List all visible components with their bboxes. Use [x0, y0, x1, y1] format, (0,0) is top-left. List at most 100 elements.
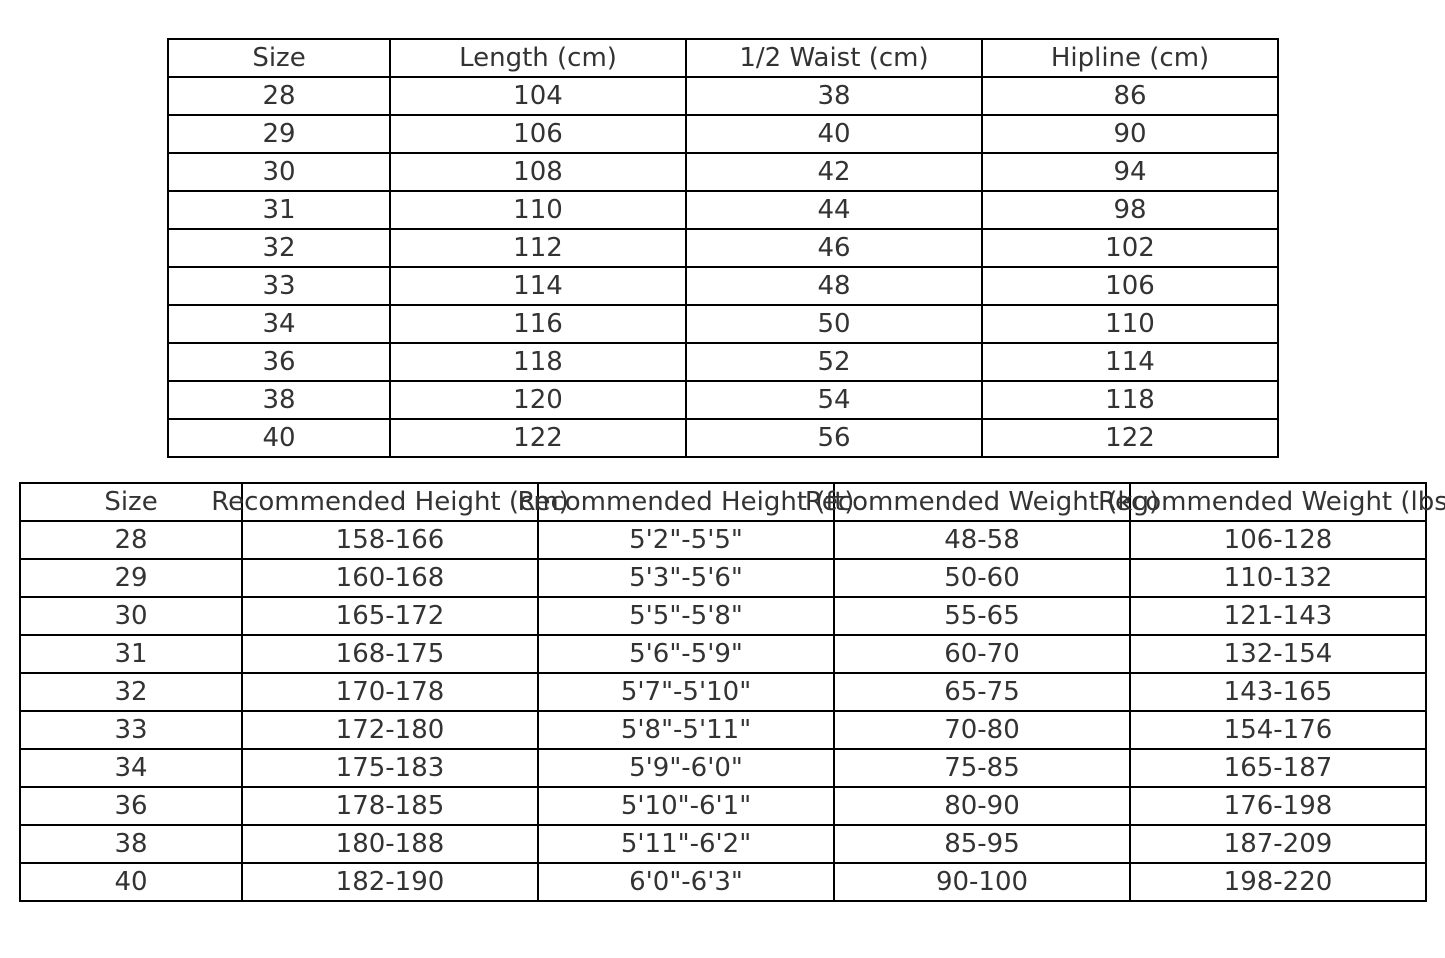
table-cell: 120	[389, 380, 687, 420]
table-cell: 114	[981, 342, 1279, 382]
table-cell: 28	[167, 76, 391, 116]
table-cell: 34	[19, 748, 243, 788]
table-row: 34 175-183 5'9"-6'0" 75-85 165-187	[19, 748, 1427, 788]
table-cell: 122	[981, 418, 1279, 458]
table-cell: 154-176	[1129, 710, 1427, 750]
table-row: 31 168-175 5'6"-5'9" 60-70 132-154	[19, 634, 1427, 674]
table-cell: 108	[389, 152, 687, 192]
table-cell: 5'8"-5'11"	[537, 710, 835, 750]
table-cell: 121-143	[1129, 596, 1427, 636]
table-cell: 31	[19, 634, 243, 674]
table-cell: 168-175	[241, 634, 539, 674]
table-cell: 48	[685, 266, 983, 306]
table-row: 33 172-180 5'8"-5'11" 70-80 154-176	[19, 710, 1427, 750]
table-cell: 48-58	[833, 520, 1131, 560]
table-cell: 38	[685, 76, 983, 116]
table-cell: 29	[19, 558, 243, 598]
table-cell: 110	[981, 304, 1279, 344]
table-cell: 40	[685, 114, 983, 154]
table-row: 33 114 48 106	[167, 266, 1279, 306]
table-cell: 5'7"-5'10"	[537, 672, 835, 712]
column-header: Hipline (cm)	[981, 38, 1279, 78]
table-cell: 36	[19, 786, 243, 826]
table-cell: 33	[19, 710, 243, 750]
table-cell: 110-132	[1129, 558, 1427, 598]
table-cell: 44	[685, 190, 983, 230]
table-cell: 114	[389, 266, 687, 306]
table-cell: 46	[685, 228, 983, 268]
table-cell: 165-187	[1129, 748, 1427, 788]
table-cell: 32	[19, 672, 243, 712]
header-row: Size Length (cm) 1/2 Waist (cm) Hipline (cm…	[167, 38, 1279, 78]
table-row: 31 110 44 98	[167, 190, 1279, 230]
table-row: 34 116 50 110	[167, 304, 1279, 344]
table-cell: 85-95	[833, 824, 1131, 864]
table-cell: 75-85	[833, 748, 1131, 788]
table-cell: 143-165	[1129, 672, 1427, 712]
table-cell: 36	[167, 342, 391, 382]
table-cell: 104	[389, 76, 687, 116]
table-row: 36 118 52 114	[167, 342, 1279, 382]
table-cell: 5'3"-5'6"	[537, 558, 835, 598]
table-cell: 175-183	[241, 748, 539, 788]
table-cell: 6'0"-6'3"	[537, 862, 835, 902]
table-cell: 56	[685, 418, 983, 458]
table-row: 30 165-172 5'5"-5'8" 55-65 121-143	[19, 596, 1427, 636]
table-row: 29 106 40 90	[167, 114, 1279, 154]
table-cell: 118	[981, 380, 1279, 420]
table-cell: 118	[389, 342, 687, 382]
table-cell: 30	[167, 152, 391, 192]
table-cell: 38	[19, 824, 243, 864]
table-row: 32 112 46 102	[167, 228, 1279, 268]
table-cell: 31	[167, 190, 391, 230]
table-cell: 5'2"-5'5"	[537, 520, 835, 560]
table-cell: 122	[389, 418, 687, 458]
table-row: 32 170-178 5'7"-5'10" 65-75 143-165	[19, 672, 1427, 712]
size-measurements-table: Size Length (cm) 1/2 Waist (cm) Hipline (cm…	[167, 38, 1279, 458]
column-header: Size	[19, 482, 243, 522]
table-cell: 180-188	[241, 824, 539, 864]
table-cell: 106	[981, 266, 1279, 306]
table-row: 28 158-166 5'2"-5'5" 48-58 106-128	[19, 520, 1427, 560]
table-cell: 33	[167, 266, 391, 306]
table-cell: 29	[167, 114, 391, 154]
table-cell: 86	[981, 76, 1279, 116]
header-row: Size Recommended Height (cm) Recommended H…	[19, 482, 1445, 522]
table-cell: 94	[981, 152, 1279, 192]
table-cell: 42	[685, 152, 983, 192]
table-cell: 110	[389, 190, 687, 230]
table-cell: 160-168	[241, 558, 539, 598]
table-cell: 102	[981, 228, 1279, 268]
table-cell: 80-90	[833, 786, 1131, 826]
table-cell: 106	[389, 114, 687, 154]
table-cell: 60-70	[833, 634, 1131, 674]
table-cell: 5'9"-6'0"	[537, 748, 835, 788]
recommended-fit-table: Size Recommended Height (cm) Recommended H…	[19, 482, 1445, 902]
table-cell: 5'10"-6'1"	[537, 786, 835, 826]
table-cell: 28	[19, 520, 243, 560]
column-header: Recommended Height (ft)	[518, 482, 854, 522]
table-cell: 55-65	[833, 596, 1131, 636]
table-cell: 32	[167, 228, 391, 268]
table-cell: 187-209	[1129, 824, 1427, 864]
table-cell: 158-166	[241, 520, 539, 560]
column-header: Recommended Weight (lbs)	[1098, 482, 1445, 522]
table-cell: 170-178	[241, 672, 539, 712]
table-cell: 5'11"-6'2"	[537, 824, 835, 864]
column-header: Recommended Weight (kg)	[805, 482, 1159, 522]
table-cell: 90-100	[833, 862, 1131, 902]
table-cell: 38	[167, 380, 391, 420]
table-cell: 70-80	[833, 710, 1131, 750]
table-cell: 5'5"-5'8"	[537, 596, 835, 636]
table-cell: 90	[981, 114, 1279, 154]
table-cell: 50	[685, 304, 983, 344]
column-header: Size	[167, 38, 391, 78]
table-cell: 54	[685, 380, 983, 420]
table-row: 38 120 54 118	[167, 380, 1279, 420]
table-cell: 178-185	[241, 786, 539, 826]
table-cell: 172-180	[241, 710, 539, 750]
table-cell: 34	[167, 304, 391, 344]
table-row: 29 160-168 5'3"-5'6" 50-60 110-132	[19, 558, 1427, 598]
table-cell: 52	[685, 342, 983, 382]
table-row: 30 108 42 94	[167, 152, 1279, 192]
